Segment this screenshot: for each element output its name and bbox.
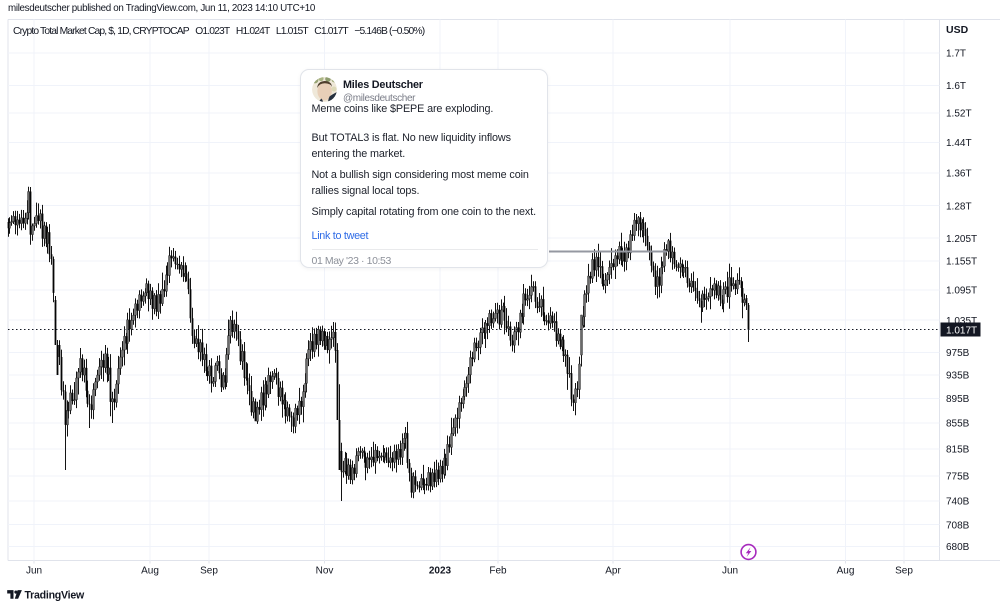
svg-text:TradingView: TradingView [25,589,85,601]
svg-text:708B: 708B [946,520,970,531]
svg-text:Sep: Sep [200,566,218,577]
svg-text:775B: 775B [946,472,970,483]
svg-text:Aug: Aug [141,566,159,577]
svg-text:Nov: Nov [316,566,334,577]
svg-text:815B: 815B [946,445,970,456]
svg-text:975B: 975B [946,348,970,359]
svg-text:895B: 895B [946,394,970,405]
svg-text:Feb: Feb [489,566,507,577]
svg-text:1.52T: 1.52T [946,109,972,120]
svg-text:1.035T: 1.035T [946,316,977,327]
svg-text:Apr: Apr [605,566,621,577]
svg-text:1.36T: 1.36T [946,169,972,180]
svg-text:Aug: Aug [837,566,855,577]
svg-text:935B: 935B [946,371,970,382]
svg-text:680B: 680B [946,542,970,553]
svg-text:855B: 855B [946,419,970,430]
svg-text:Sep: Sep [895,566,913,577]
svg-text:1.28T: 1.28T [946,201,972,212]
svg-text:Jun: Jun [722,566,738,577]
svg-text:1.155T: 1.155T [946,257,977,268]
svg-text:1.095T: 1.095T [946,285,977,296]
svg-text:1.017T: 1.017T [946,325,977,336]
svg-text:1.6T: 1.6T [946,81,966,92]
svg-text:740B: 740B [946,497,970,508]
svg-text:2023: 2023 [429,566,452,577]
svg-text:1.205T: 1.205T [946,234,977,245]
svg-text:1.7T: 1.7T [946,49,966,60]
svg-text:Jun: Jun [26,566,42,577]
svg-text:USD: USD [946,24,969,36]
svg-text:1.44T: 1.44T [946,138,972,149]
